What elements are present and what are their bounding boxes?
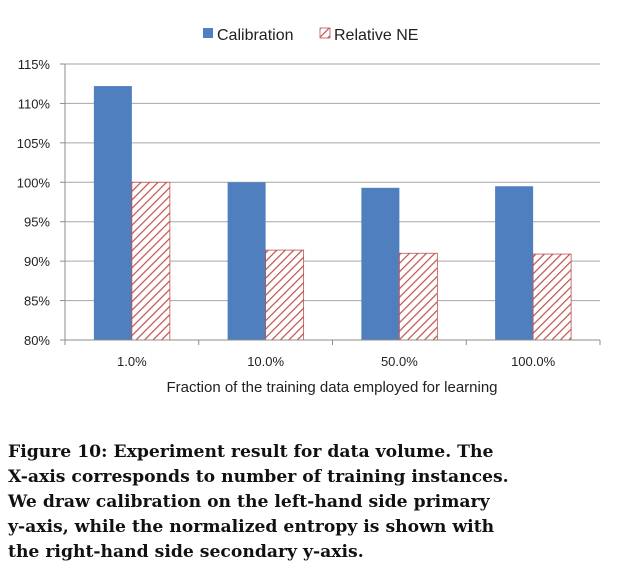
caption-line: We draw calibration on the left-hand sid… (8, 492, 490, 512)
x-tick-label: 100.0% (511, 354, 556, 369)
bar-relative-ne (398, 252, 438, 341)
bar-calibration (361, 187, 400, 340)
bar-calibration (495, 186, 534, 340)
bars (93, 86, 572, 341)
legend-swatch-relative-ne (319, 27, 331, 39)
y-tick-label: 105% (17, 136, 51, 151)
x-axis: 1.0% 10.0% 50.0% 100.0% (64, 339, 601, 369)
y-tick-label: 80% (24, 333, 50, 348)
x-tick-label: 50.0% (381, 354, 418, 369)
caption-line: the right-hand side secondary y-axis. (8, 542, 364, 562)
bar-relative-ne (265, 249, 305, 341)
bar-relative-ne (532, 253, 572, 341)
legend-label-relative-ne: Relative NE (334, 27, 418, 44)
y-tick-label: 90% (24, 254, 50, 269)
y-tick-label: 115% (18, 57, 51, 72)
caption-line: Figure 10: Experiment result for data vo… (8, 442, 494, 462)
y-tick-label: 85% (24, 294, 50, 309)
y-tick-label: 95% (24, 215, 50, 230)
bar-calibration (227, 182, 266, 340)
x-tick-label: 10.0% (247, 354, 284, 369)
y-tick-label: 110% (18, 96, 51, 111)
legend-swatch-calibration (203, 28, 213, 38)
legend-label-calibration: Calibration (217, 27, 293, 44)
y-tick-label: 100% (17, 175, 51, 190)
bar-chart: Calibration Relative NE 80% 85% 90% 95% 100%… (17, 27, 601, 396)
x-tick-label: 1.0% (117, 354, 147, 369)
caption-line: y-axis, while the normalized entropy is … (8, 517, 495, 537)
bar-relative-ne (131, 181, 171, 341)
x-axis-title: Fraction of the training data employed f… (166, 379, 497, 396)
caption-line: X-axis corresponds to number of training… (8, 467, 509, 487)
y-axis: 80% 85% 90% 95% 100% 105% 110% 115% (17, 57, 66, 348)
figure-caption: Figure 10: Experiment result for data vo… (8, 440, 588, 565)
legend: Calibration Relative NE (203, 27, 418, 44)
bar-calibration (93, 86, 132, 340)
